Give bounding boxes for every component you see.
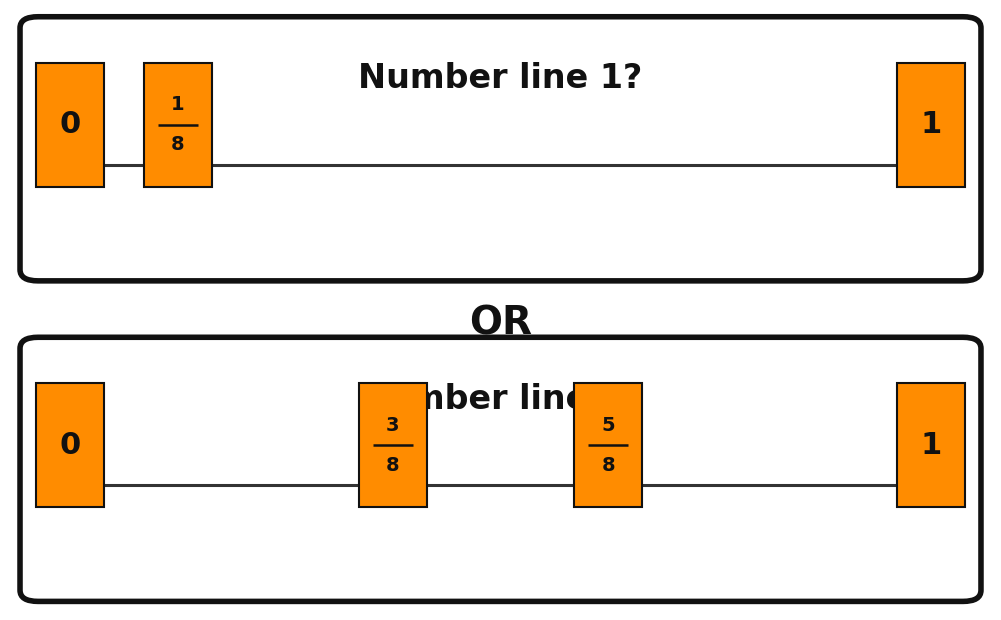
- Text: 3: 3: [386, 416, 399, 435]
- FancyBboxPatch shape: [897, 63, 965, 187]
- Text: 1: 1: [920, 110, 942, 140]
- Text: Number line 2?: Number line 2?: [358, 383, 643, 416]
- FancyBboxPatch shape: [897, 383, 965, 507]
- Text: Number line 1?: Number line 1?: [358, 62, 643, 95]
- FancyBboxPatch shape: [575, 383, 643, 507]
- FancyBboxPatch shape: [359, 383, 427, 507]
- Text: 0: 0: [59, 110, 81, 140]
- FancyBboxPatch shape: [20, 17, 981, 281]
- Text: 0: 0: [59, 431, 81, 460]
- FancyBboxPatch shape: [20, 337, 981, 601]
- Text: 8: 8: [602, 456, 615, 475]
- Text: 8: 8: [386, 456, 399, 475]
- Text: 1: 1: [171, 95, 184, 115]
- Text: OR: OR: [469, 304, 532, 343]
- Text: 5: 5: [602, 416, 615, 435]
- Text: 1: 1: [920, 431, 942, 460]
- Text: 8: 8: [171, 135, 184, 154]
- FancyBboxPatch shape: [36, 63, 104, 187]
- FancyBboxPatch shape: [144, 63, 212, 187]
- FancyBboxPatch shape: [36, 383, 104, 507]
